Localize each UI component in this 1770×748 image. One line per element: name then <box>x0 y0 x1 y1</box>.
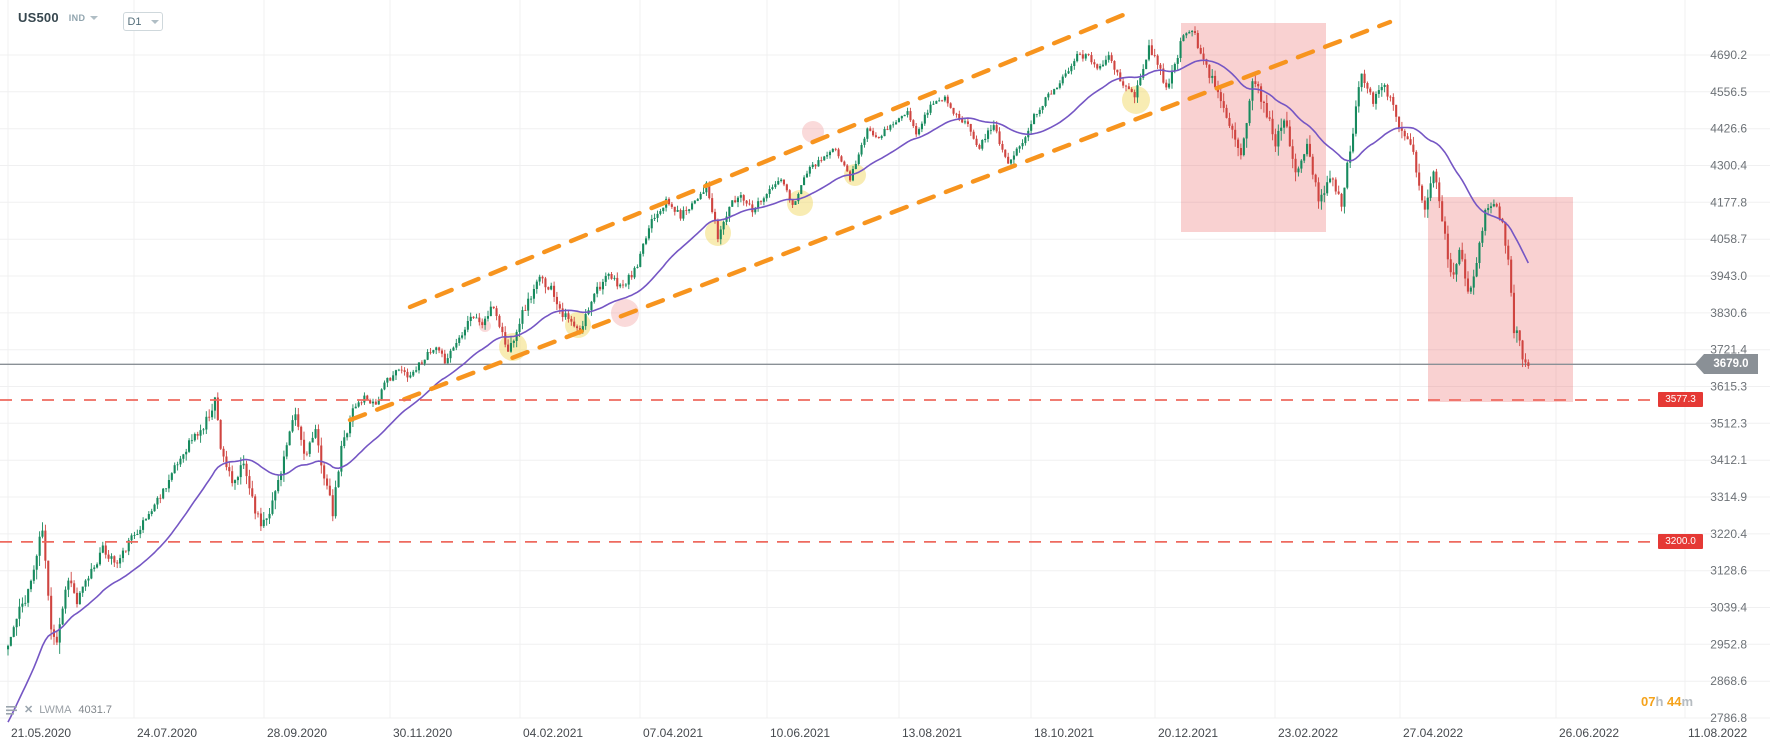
svg-text:3039.4: 3039.4 <box>1710 601 1747 615</box>
svg-text:2952.8: 2952.8 <box>1710 637 1747 651</box>
svg-text:3314.9: 3314.9 <box>1710 490 1747 504</box>
svg-text:07.04.2021: 07.04.2021 <box>643 726 703 740</box>
svg-text:2786.8: 2786.8 <box>1710 711 1747 725</box>
price-alert-badge[interactable]: 3200.0 <box>1658 534 1703 550</box>
svg-text:3721.4: 3721.4 <box>1710 343 1747 357</box>
svg-text:26.06.2022: 26.06.2022 <box>1559 726 1619 740</box>
timer-minutes: 44 <box>1667 694 1682 709</box>
svg-text:4058.7: 4058.7 <box>1710 232 1747 246</box>
svg-text:11.08.2022: 11.08.2022 <box>1688 726 1747 740</box>
svg-text:24.07.2020: 24.07.2020 <box>137 726 197 740</box>
symbol-title: US500 <box>18 10 59 25</box>
svg-text:28.09.2020: 28.09.2020 <box>267 726 327 740</box>
timeframe-label: D1 <box>127 15 142 28</box>
svg-text:04.02.2021: 04.02.2021 <box>523 726 583 740</box>
svg-text:18.10.2021: 18.10.2021 <box>1034 726 1094 740</box>
svg-text:3615.3: 3615.3 <box>1710 380 1747 394</box>
svg-text:30.11.2020: 30.11.2020 <box>393 726 452 740</box>
svg-text:4426.6: 4426.6 <box>1710 122 1747 136</box>
indicator-value: 4031.7 <box>78 704 113 716</box>
svg-text:3512.3: 3512.3 <box>1710 416 1747 430</box>
chevron-down-icon <box>90 15 99 20</box>
timer-hours: 07 <box>1641 694 1656 709</box>
remove-indicator-icon[interactable]: ✕ <box>24 703 34 716</box>
svg-text:3943.0: 3943.0 <box>1710 269 1747 283</box>
svg-text:4177.8: 4177.8 <box>1710 195 1747 209</box>
price-alert-badge[interactable]: 3577.3 <box>1658 392 1703 408</box>
svg-text:10.06.2021: 10.06.2021 <box>770 726 830 740</box>
current-price-badge: 3679.0 <box>1695 354 1758 375</box>
svg-text:3412.1: 3412.1 <box>1710 453 1747 467</box>
instrument-type-dropdown[interactable]: IND <box>69 13 99 23</box>
symbol-bar: US500 IND <box>18 10 99 25</box>
svg-text:4690.2: 4690.2 <box>1710 48 1747 62</box>
svg-text:23.02.2022: 23.02.2022 <box>1278 726 1338 740</box>
svg-text:20.12.2021: 20.12.2021 <box>1158 726 1218 740</box>
svg-text:3220.4: 3220.4 <box>1710 527 1747 541</box>
svg-text:21.05.2020: 21.05.2020 <box>11 726 71 740</box>
indicator-settings-icon[interactable] <box>6 705 19 716</box>
instrument-type-label: IND <box>68 12 86 23</box>
svg-text:3128.6: 3128.6 <box>1710 564 1747 578</box>
chevron-down-icon <box>150 19 159 24</box>
timeframe-dropdown[interactable]: D1 <box>123 12 163 31</box>
svg-text:13.08.2021: 13.08.2021 <box>902 726 962 740</box>
session-countdown-timer: 07h 44m <box>1641 694 1694 709</box>
svg-text:2868.6: 2868.6 <box>1710 674 1747 688</box>
svg-text:4300.4: 4300.4 <box>1710 159 1747 173</box>
indicator-name: LWMA <box>39 704 72 716</box>
svg-text:3830.6: 3830.6 <box>1710 306 1747 320</box>
svg-text:27.04.2022: 27.04.2022 <box>1403 726 1463 740</box>
indicator-legend: ✕ LWMA 4031.7 <box>6 704 112 716</box>
svg-text:4556.5: 4556.5 <box>1710 85 1747 99</box>
